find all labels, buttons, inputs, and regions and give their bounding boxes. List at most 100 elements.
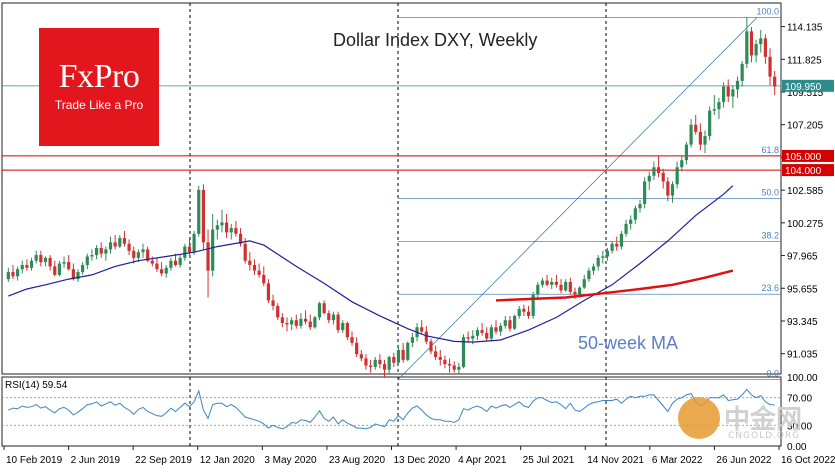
candle-body <box>34 255 38 261</box>
candle-body <box>554 281 558 285</box>
candle-body <box>638 204 642 209</box>
candle-body <box>127 243 131 251</box>
candle-body <box>633 208 637 220</box>
candle-body <box>768 56 772 77</box>
candle-body <box>76 272 80 280</box>
candle-body <box>591 266 596 271</box>
y-tick-label: 93.345 <box>787 317 818 328</box>
candle-body <box>680 160 684 168</box>
x-tick-label: 12 Jan 2020 <box>200 455 255 466</box>
candle-body <box>434 351 438 358</box>
candle-body <box>689 124 693 145</box>
candle-body <box>67 262 71 270</box>
candle-body <box>759 38 763 45</box>
candle-body <box>610 243 614 251</box>
candle-body <box>48 257 52 267</box>
candle-body <box>717 102 721 110</box>
candle-body <box>294 320 298 326</box>
candle-body <box>16 269 20 277</box>
candle-body <box>257 270 261 275</box>
ma50-line <box>8 185 734 343</box>
candle-body <box>43 257 48 263</box>
fib-level-label: 23.6 <box>761 283 779 293</box>
candle-body <box>452 365 456 370</box>
candle-body <box>313 317 317 328</box>
candle-body <box>238 233 243 244</box>
candle-body <box>559 284 563 291</box>
x-tick-label: 2 Jun 2019 <box>71 455 121 466</box>
candle-body <box>503 320 507 326</box>
rsi-tick-label: 30.00 <box>787 421 812 432</box>
candle-body <box>155 263 159 270</box>
candle-body <box>197 189 201 234</box>
logo-tagline: Trade Like a Pro <box>54 98 144 112</box>
candle-body <box>62 262 66 264</box>
candle-body <box>262 274 266 284</box>
candle-body <box>108 242 113 250</box>
candle-body <box>248 260 252 265</box>
candle-body <box>694 124 698 132</box>
candle-body <box>141 249 145 253</box>
candle-body <box>708 110 712 137</box>
candle-body <box>721 86 726 103</box>
candle-body <box>587 270 591 280</box>
candle-body <box>480 330 484 333</box>
candle-body <box>57 263 62 275</box>
candle-body <box>387 357 391 370</box>
candle-body <box>652 167 656 176</box>
candle-body <box>336 314 340 331</box>
candle-body <box>85 256 89 265</box>
cngold-watermark: 中金网 CNGOLD.ORG <box>678 397 818 443</box>
candle-body <box>308 321 312 328</box>
candle-body <box>183 246 187 258</box>
candle-body <box>550 281 554 285</box>
candle-body <box>136 252 140 258</box>
y-tick-label: 109.515 <box>787 88 824 99</box>
candle-body <box>656 167 661 173</box>
candle-body <box>280 317 284 324</box>
candle-body <box>229 228 233 233</box>
candle-body <box>6 272 10 280</box>
candle-body <box>443 359 447 365</box>
candle-body <box>225 222 229 233</box>
candle-body <box>754 44 758 56</box>
candle-body <box>146 249 150 261</box>
candle-body <box>698 131 702 145</box>
candle-body <box>499 325 503 332</box>
candle-body <box>568 281 572 292</box>
main-panel-frame <box>1 2 782 375</box>
fib-level-label: 38.2 <box>761 230 779 240</box>
y-tick-label: 107.205 <box>787 121 824 132</box>
ma-annotation: 50-week MA <box>578 333 678 353</box>
candle-body <box>457 366 461 370</box>
candle-body <box>712 109 716 111</box>
candle-body <box>670 184 675 196</box>
candle-body <box>396 349 401 363</box>
candle-body <box>20 264 24 270</box>
y-tick-label: 111.825 <box>787 55 822 66</box>
candle-body <box>420 327 424 332</box>
logo-brand: FxPro <box>58 58 140 95</box>
fib-level-label: 0.0 <box>766 369 779 379</box>
y-tick-label: 97.965 <box>787 252 818 263</box>
candle-body <box>173 260 178 265</box>
candle-body <box>99 247 103 254</box>
candle-body <box>615 243 619 247</box>
candle-body <box>582 279 586 288</box>
candle-body <box>364 358 368 366</box>
candle-body <box>285 323 289 325</box>
candle-body <box>53 266 57 275</box>
candle-body <box>94 247 99 256</box>
candle-body <box>266 283 271 301</box>
candle-body <box>629 219 633 224</box>
candle-body <box>489 327 493 339</box>
candle-body <box>447 364 452 366</box>
candle-body <box>327 313 331 321</box>
candle-body <box>703 136 707 145</box>
candle-body <box>211 229 215 271</box>
candle-body <box>740 63 744 81</box>
candle-body <box>461 337 466 367</box>
candle-body <box>545 280 549 285</box>
x-tick-label: 6 Mar 2022 <box>652 455 703 466</box>
